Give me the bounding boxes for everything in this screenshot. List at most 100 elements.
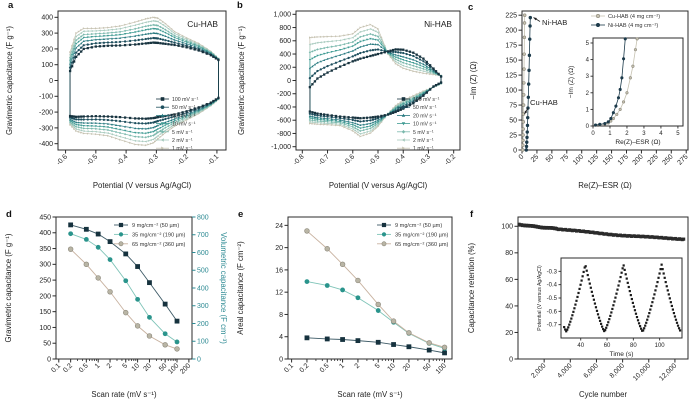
svg-text:-400: -400 <box>39 141 53 148</box>
legend-item: 2 mV s⁻¹ <box>397 138 434 144</box>
legend-item: 5 mV s⁻¹ <box>397 130 434 136</box>
svg-text:12,000: 12,000 <box>658 362 678 382</box>
svg-text:-0.8: -0.8 <box>292 153 306 167</box>
svg-text:9 mg/cm⁻² (50 µm): 9 mg/cm⁻² (50 µm) <box>132 223 179 229</box>
svg-text:5 mV s⁻¹: 5 mV s⁻¹ <box>413 130 434 136</box>
svg-text:75: 75 <box>509 102 517 109</box>
series-9-mg-cm-50-m- <box>304 335 447 356</box>
series-35-mg-cm-190-m- <box>68 231 180 345</box>
svg-text:5: 5 <box>586 41 590 47</box>
svg-text:−Im (Z) (Ω): −Im (Z) (Ω) <box>568 66 575 99</box>
svg-text:Capacitance retention (%): Capacitance retention (%) <box>467 243 476 334</box>
panel-label-d: d <box>6 209 12 220</box>
svg-text:0: 0 <box>513 147 517 154</box>
svg-text:400: 400 <box>279 51 291 58</box>
svg-text:10 mV s⁻¹: 10 mV s⁻¹ <box>172 122 196 128</box>
svg-text:Gravimetric capacitance (F g⁻¹: Gravimetric capacitance (F g⁻¹) <box>5 26 14 135</box>
legend-item: 20 mV s⁻¹ <box>156 113 196 119</box>
svg-text:10: 10 <box>387 362 398 373</box>
svg-text:8,000: 8,000 <box>609 362 626 379</box>
svg-text:100: 100 <box>505 87 517 94</box>
svg-text:Time (s): Time (s) <box>610 351 634 358</box>
svg-text:16: 16 <box>275 267 283 274</box>
svg-text:-200: -200 <box>277 91 291 98</box>
legend-item: Cu-HAB (4 mg cm⁻²) <box>591 14 660 20</box>
svg-text:2 mV s⁻¹: 2 mV s⁻¹ <box>413 138 434 144</box>
svg-text:100 mV s⁻¹: 100 mV s⁻¹ <box>413 97 440 103</box>
series-65-mg-cm-360-m- <box>304 228 448 351</box>
legend-item: 65 mg/cm⁻² (360 µm) <box>377 241 449 248</box>
inset-frame <box>592 37 684 127</box>
svg-text:20: 20 <box>275 245 283 252</box>
svg-text:50 mV s⁻¹: 50 mV s⁻¹ <box>172 105 196 111</box>
svg-text:100: 100 <box>39 325 51 332</box>
panel-e: e 0.1 0.2 0.5 1 2 5 10 20 50 100 Scan rate (mV s⁻¹… <box>232 201 464 403</box>
svg-text:1: 1 <box>94 362 102 370</box>
svg-text:0: 0 <box>591 131 595 137</box>
svg-text:250: 250 <box>661 153 674 166</box>
svg-text:2: 2 <box>354 362 362 370</box>
svg-text:600: 600 <box>197 250 209 257</box>
chart-a-cv-cu-hab: -0.6 -0.5 -0.4 -0.3 -0.2 -0.1 Potential (V ver… <box>5 10 227 190</box>
legend-item: 10 mV s⁻¹ <box>156 122 196 128</box>
svg-text:80: 80 <box>505 250 513 257</box>
svg-text:100: 100 <box>197 339 209 346</box>
svg-text:100 mV s⁻¹: 100 mV s⁻¹ <box>172 97 199 103</box>
svg-text:225: 225 <box>505 13 517 20</box>
x-axis: 0 25 50 75 100 125 150 175 200 225 250 275 <box>518 150 690 167</box>
svg-text:5: 5 <box>374 362 382 370</box>
svg-text:-0.6: -0.6 <box>56 153 70 167</box>
annotation-material: Cu-HAB <box>187 19 218 29</box>
svg-text:-0.6: -0.6 <box>547 309 558 315</box>
svg-text:700: 700 <box>197 232 209 239</box>
svg-text:-0.3: -0.3 <box>418 153 432 167</box>
svg-text:9 mg/cm⁻² (50 µm): 9 mg/cm⁻² (50 µm) <box>395 223 442 229</box>
series-cu-hab <box>521 13 527 152</box>
svg-text:800: 800 <box>197 214 209 221</box>
legend-item: 100 mV s⁻¹ <box>397 97 440 103</box>
legend-item: 100 mV s⁻¹ <box>156 97 199 103</box>
svg-text:4: 4 <box>279 334 283 341</box>
panel-label-e: e <box>238 209 244 220</box>
svg-text:175: 175 <box>505 43 517 50</box>
legend-item: 9 mg/cm⁻² (50 µm) <box>377 222 442 229</box>
y-axis: 0 4 8 12 16 20 24 <box>275 223 288 363</box>
svg-text:-200: -200 <box>39 109 53 116</box>
svg-text:150: 150 <box>505 58 517 65</box>
svg-text:60: 60 <box>505 277 513 284</box>
legend-item: 10 mV s⁻¹ <box>397 122 437 128</box>
svg-text:-0.4: -0.4 <box>547 283 558 289</box>
inset-series-gcd-curve <box>563 263 682 333</box>
y-axis: 0 25 50 75 100 125 150 175 200 225 <box>505 13 522 154</box>
svg-text:1: 1 <box>586 107 590 113</box>
svg-text:200: 200 <box>279 65 291 72</box>
svg-text:Gravimetric capacitance (F g⁻¹: Gravimetric capacitance (F g⁻¹) <box>237 26 246 135</box>
svg-text:0: 0 <box>509 356 513 363</box>
svg-text:Cu-HAB (4 mg cm⁻²): Cu-HAB (4 mg cm⁻²) <box>608 14 660 20</box>
x-axis: -0.6 -0.5 -0.4 -0.3 -0.2 -0.1 <box>56 150 220 167</box>
svg-text:25: 25 <box>530 153 541 164</box>
chart-c-nyquist: 0 25 50 75 100 125 150 175 200 225 250 275Re(Z)–ESR… <box>469 10 690 190</box>
svg-text:-0.5: -0.5 <box>547 296 558 302</box>
y-axis: -400 -300 -200 -100 0 100 200 300 400 <box>39 15 58 148</box>
svg-text:-0.4: -0.4 <box>116 153 130 167</box>
x-axis: 0.1 0.2 0.5 1 2 5 10 20 50 100 <box>283 359 448 376</box>
plot-frame <box>55 216 193 360</box>
inset-frame <box>560 257 683 339</box>
legend-item: 35 mg/cm⁻² (190 µm) <box>377 232 449 238</box>
inset-chart: 40 60 80 100 -0.3 -0.4 -0.5 -0.6 -0.7 Time (s) Pot… <box>537 257 683 358</box>
legend-item: 35 mg/cm⁻² (190 µm) <box>114 232 186 238</box>
svg-text:0: 0 <box>47 356 51 363</box>
svg-text:60: 60 <box>604 343 611 349</box>
svg-text:0.1: 0.1 <box>283 362 295 374</box>
svg-text:4,000: 4,000 <box>556 362 573 379</box>
chart-f-cycling-stability: 2,000 4,000 6,000 8,000 10,000 12,000 Cycle nu… <box>467 216 689 399</box>
svg-text:Volumetric capacitance (F cm⁻³: Volumetric capacitance (F cm⁻³) <box>219 232 228 344</box>
svg-text:-0.3: -0.3 <box>146 153 160 167</box>
svg-text:-0.2: -0.2 <box>444 153 458 167</box>
svg-text:-0.3: -0.3 <box>547 269 558 275</box>
svg-text:40: 40 <box>505 303 513 310</box>
legend-item: 1 mV s⁻¹ <box>156 146 193 152</box>
